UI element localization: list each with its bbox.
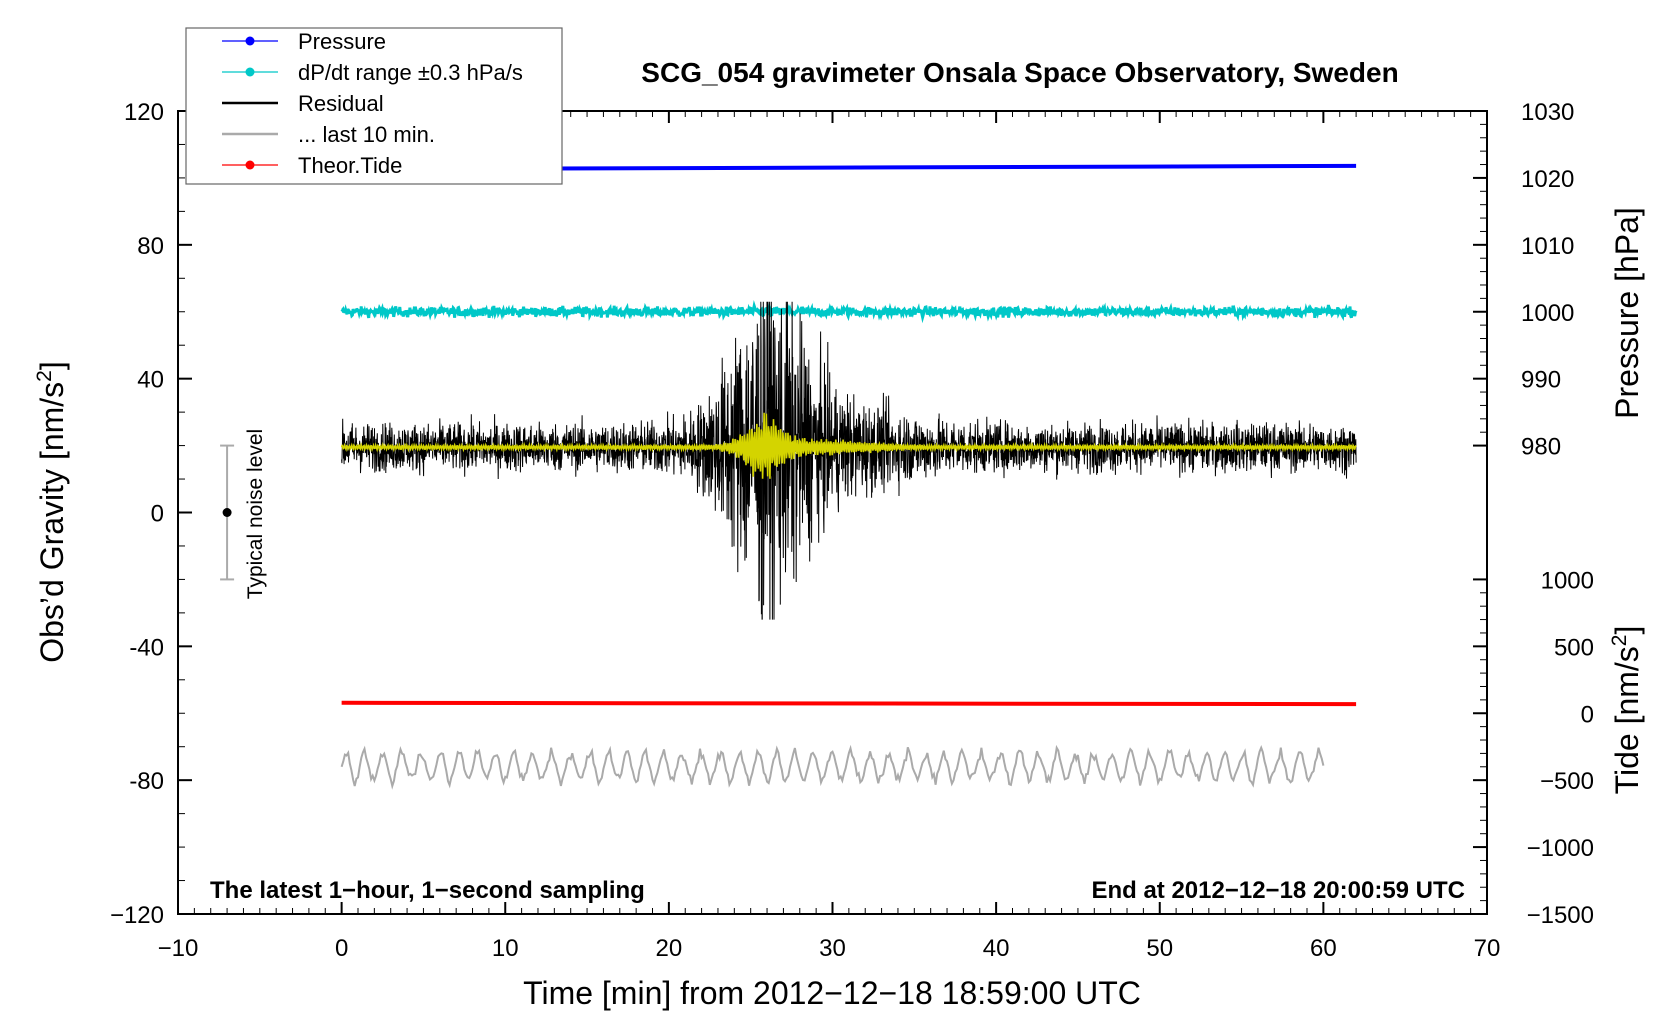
y-axis-title-tide-sup: 2 xyxy=(1608,635,1631,647)
typical-noise-bar xyxy=(220,444,235,581)
y-tick-label: 40 xyxy=(137,367,164,394)
annotation-right: End at 2012−12−18 20:00:59 UTC xyxy=(1091,877,1465,904)
y-tick-label: −120 xyxy=(110,902,164,929)
series-layer xyxy=(340,163,1358,790)
noise-bar-center xyxy=(222,508,232,517)
y-tick-label: -40 xyxy=(129,634,164,661)
series-tide xyxy=(341,700,1357,707)
x-tick-label: −10 xyxy=(158,935,199,962)
legend-swatch-marker xyxy=(245,36,255,46)
axis-ticks: −10 0 10 20 30 40 50 60 7012080400-40-80−1201030… xyxy=(110,99,1594,962)
y-axis-title-tide-end: ] xyxy=(1609,626,1645,635)
y-axis-title-left-sup: 2 xyxy=(33,370,56,382)
y-tick-label: 120 xyxy=(124,99,164,126)
legend-label: Residual xyxy=(298,91,384,116)
y-tick-label: 80 xyxy=(137,233,164,260)
y-axis-title-tide: Tide [nm/s2] xyxy=(1608,626,1645,795)
y-tick-label: 0 xyxy=(151,501,164,528)
pressure-tick-label: 1030 xyxy=(1521,99,1574,126)
tide-tick-label: −500 xyxy=(1540,768,1594,795)
x-axis-title: Time [min] from 2012−12−18 18:59:00 UTC xyxy=(523,975,1141,1011)
series-residual-smoothed xyxy=(340,412,1357,479)
y-tick-label: -80 xyxy=(129,768,164,795)
series-residual xyxy=(341,301,1357,620)
y-axis-title-left-end: ] xyxy=(34,361,70,370)
x-tick-label: 60 xyxy=(1310,935,1337,962)
x-tick-label: 50 xyxy=(1146,935,1173,962)
tide-tick-label: 1000 xyxy=(1541,567,1594,594)
series-dpdt xyxy=(340,300,1358,324)
y-axis-title-left: Obs’d Gravity [nm/s2] xyxy=(33,361,70,663)
pressure-tick-label: 1020 xyxy=(1521,166,1574,193)
x-tick-label: 10 xyxy=(492,935,519,962)
legend-swatch-marker xyxy=(245,67,255,77)
legend-swatch-marker xyxy=(245,160,255,170)
y-axis-title-left-main: Obs’d Gravity [nm/s xyxy=(34,382,70,663)
pressure-tick-label: 1010 xyxy=(1521,233,1574,260)
y-axis-title-tide-main: Tide [nm/s xyxy=(1609,646,1645,794)
y-axis-title-pressure: Pressure [hPa] xyxy=(1609,207,1645,419)
pressure-tick-label: 1000 xyxy=(1521,300,1574,327)
legend-box xyxy=(185,27,563,185)
legend-label: ... last 10 min. xyxy=(298,122,435,147)
x-tick-label: 70 xyxy=(1474,935,1501,962)
noise-label: Typical noise level xyxy=(244,429,267,599)
plot-frame xyxy=(177,110,1488,915)
tide-tick-label: 0 xyxy=(1581,701,1594,728)
legend-label: Pressure xyxy=(298,29,386,54)
legend-label: Theor.Tide xyxy=(298,153,402,178)
legend-label: dP/dt range ±0.3 hPa/s xyxy=(298,60,523,85)
tide-tick-label: −1000 xyxy=(1527,835,1594,862)
pressure-tick-label: 990 xyxy=(1521,367,1561,394)
tide-tick-label: −1500 xyxy=(1527,902,1594,929)
pressure-tick-label: 980 xyxy=(1521,434,1561,461)
x-tick-label: 20 xyxy=(656,935,683,962)
tide-tick-label: 500 xyxy=(1554,634,1594,661)
x-tick-label: 40 xyxy=(983,935,1010,962)
chart-title: SCG_054 gravimeter Onsala Space Observat… xyxy=(641,57,1398,88)
annotation-left: The latest 1−hour, 1−second sampling xyxy=(210,877,645,904)
x-tick-label: 30 xyxy=(819,935,846,962)
x-tick-label: 0 xyxy=(335,935,348,962)
legend: Pressure dP/dt range ±0.3 hPa/s Residual..… xyxy=(185,27,563,185)
series-last-10-min xyxy=(340,744,1325,790)
